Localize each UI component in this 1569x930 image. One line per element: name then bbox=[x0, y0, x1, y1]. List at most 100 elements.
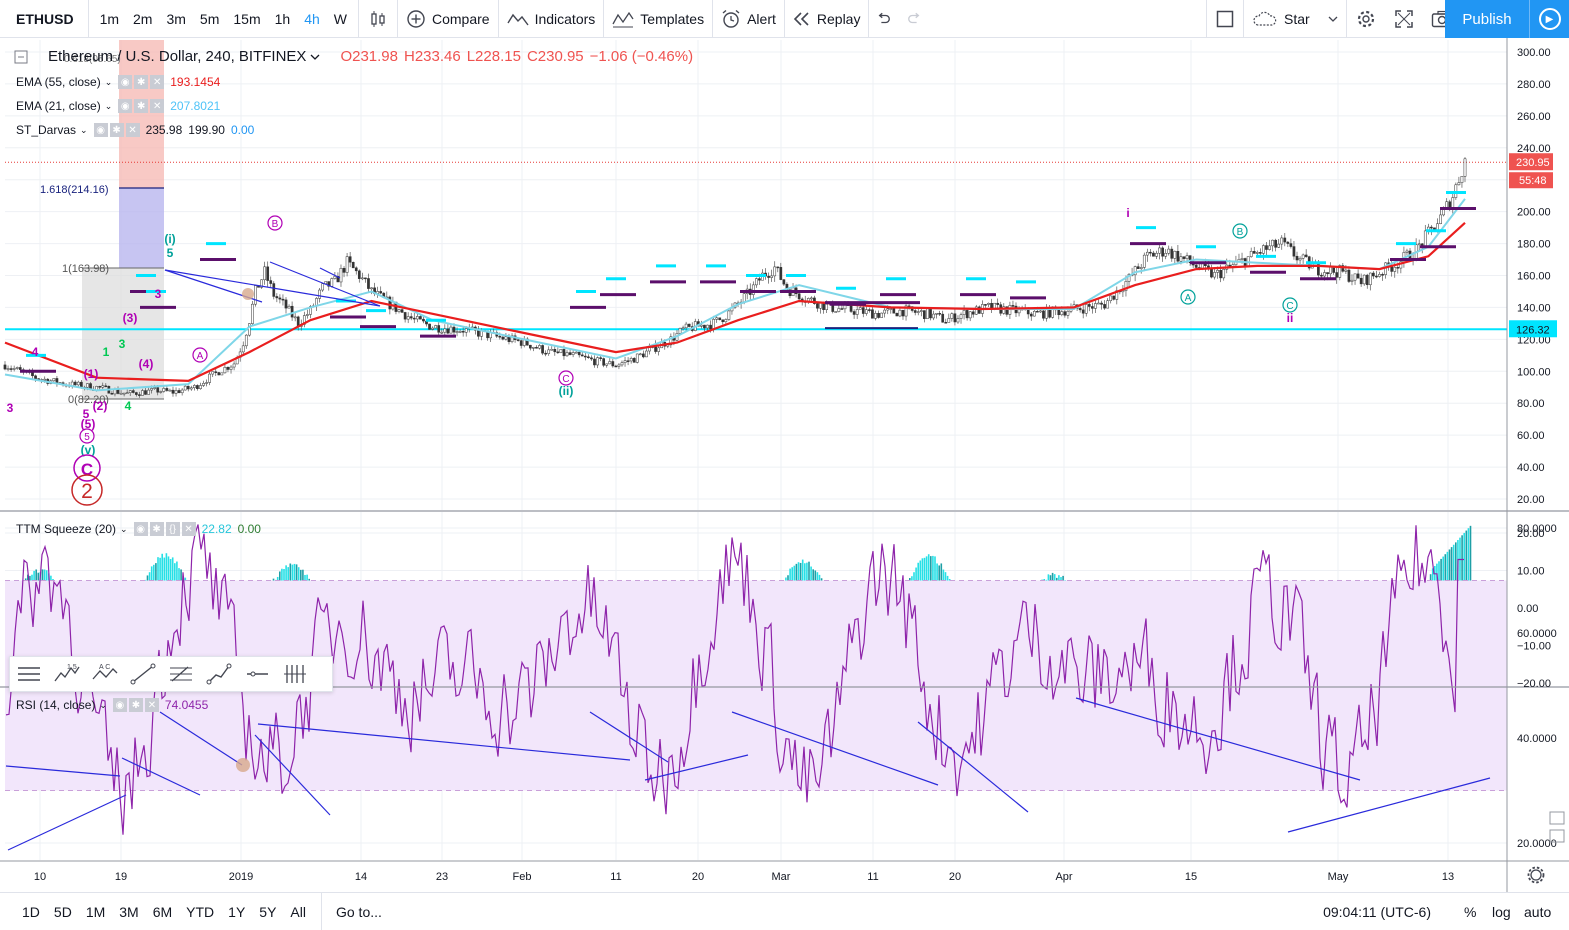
publish-dropdown[interactable]: ▶ bbox=[1529, 0, 1569, 38]
eye-icon[interactable]: ◉ bbox=[133, 522, 148, 536]
interval-3m[interactable]: 3m bbox=[166, 10, 186, 27]
star-button[interactable]: Star bbox=[1244, 0, 1346, 38]
ema55-label: EMA (55, close) bbox=[16, 75, 101, 89]
countdown-badge bbox=[1509, 172, 1553, 189]
range-1d[interactable]: 1D bbox=[22, 903, 40, 920]
candle bbox=[1393, 267, 1397, 272]
undo-button[interactable] bbox=[869, 0, 899, 38]
ttm-bar bbox=[1450, 547, 1453, 608]
close-icon[interactable]: ✕ bbox=[181, 522, 196, 536]
candle bbox=[538, 345, 541, 349]
ttm-legend[interactable]: TTM Squeeze (20) ⌄ ◉ ✱{} ✕ 22.82 0.00 bbox=[16, 522, 261, 536]
range-ytd[interactable]: YTD bbox=[186, 903, 215, 920]
range-1y[interactable]: 1Y bbox=[228, 903, 246, 920]
candle bbox=[1036, 310, 1039, 313]
indicators-button[interactable]: Indicators bbox=[499, 0, 604, 38]
gear-icon[interactable]: ✱ bbox=[109, 123, 124, 137]
gear-icon[interactable]: ✱ bbox=[134, 99, 149, 113]
fullscreen-button[interactable] bbox=[1385, 0, 1423, 38]
replay-label: Replay bbox=[816, 10, 861, 27]
close-icon[interactable]: ✕ bbox=[150, 99, 165, 113]
redo-button[interactable] bbox=[899, 0, 929, 38]
elliott-correction-tool[interactable]: A C bbox=[86, 657, 124, 691]
close-icon[interactable]: ✕ bbox=[125, 123, 140, 137]
range-1m[interactable]: 1M bbox=[85, 903, 106, 920]
gear-icon[interactable]: ✱ bbox=[134, 75, 149, 89]
candle bbox=[52, 378, 56, 382]
range-5d[interactable]: 5D bbox=[53, 903, 72, 920]
settings-button[interactable] bbox=[1347, 0, 1385, 38]
collapse-legend-icon[interactable] bbox=[14, 50, 28, 64]
drawing-toolbar[interactable]: 1 5 A C bbox=[9, 656, 333, 692]
eye-icon[interactable]: ◉ bbox=[112, 698, 127, 712]
alert-button[interactable]: Alert bbox=[713, 0, 784, 38]
range-3m[interactable]: 3M bbox=[119, 903, 139, 920]
eye-icon[interactable]: ◉ bbox=[118, 99, 133, 113]
log-scale-button[interactable]: log bbox=[1492, 893, 1511, 930]
darvas-legend[interactable]: ST_Darvas ⌄ ◉ ✱ ✕ 235.98 199.90 0.00 bbox=[16, 123, 255, 137]
candle bbox=[1259, 252, 1262, 254]
ema21-legend[interactable]: EMA (21, close) ⌄ ◉ ✱ ✕ 207.8021 bbox=[16, 99, 221, 113]
candle bbox=[868, 309, 871, 311]
interval-4h[interactable]: 4h bbox=[304, 10, 320, 27]
candle bbox=[669, 336, 673, 346]
candle bbox=[776, 266, 780, 269]
candle bbox=[727, 310, 731, 320]
symbol-title[interactable]: Ethereum / U.S. Dollar, 240, BITFINEX bbox=[48, 48, 307, 65]
candle bbox=[278, 297, 282, 300]
layout-button[interactable] bbox=[1207, 0, 1243, 38]
rsi-trend-line bbox=[589, 711, 669, 763]
publish-button[interactable]: Publish ▶ bbox=[1445, 0, 1569, 38]
candle bbox=[1103, 304, 1106, 309]
close-icon[interactable]: ✕ bbox=[144, 698, 159, 712]
gear-icon[interactable]: ✱ bbox=[149, 522, 164, 536]
candle bbox=[1365, 274, 1369, 286]
path-tool[interactable] bbox=[200, 657, 238, 691]
candle bbox=[428, 323, 431, 330]
chart-canvas[interactable]: 1.618(214.16) 1(163.98) 0(82.20) 0.618(05.6… bbox=[0, 38, 1569, 892]
gear-icon[interactable]: ✱ bbox=[128, 698, 143, 712]
auto-scale-button[interactable]: auto bbox=[1524, 893, 1551, 930]
rsi-legend[interactable]: RSI (14, close) ⌄ ◉ ✱ ✕ 74.0455 bbox=[16, 698, 209, 712]
close-icon[interactable]: ✕ bbox=[150, 75, 165, 89]
horizontal-ray-tool[interactable] bbox=[238, 657, 276, 691]
symbol-search-button[interactable]: ETHUSD bbox=[16, 10, 74, 27]
ttm-tick-label: 0.00 bbox=[1517, 603, 1538, 615]
candle bbox=[617, 364, 621, 367]
eye-icon[interactable]: ◉ bbox=[93, 123, 108, 137]
percent-scale-button[interactable]: % bbox=[1464, 893, 1476, 930]
time-tick-label: 13 bbox=[1442, 871, 1454, 883]
interval-1m[interactable]: 1m bbox=[99, 10, 120, 27]
compare-button[interactable]: Compare bbox=[398, 0, 498, 38]
candle bbox=[477, 329, 480, 337]
interval-15m[interactable]: 15m bbox=[233, 10, 261, 27]
replay-button[interactable]: Replay bbox=[785, 0, 869, 38]
interval-1h[interactable]: 1h bbox=[274, 10, 291, 27]
interval-W[interactable]: W bbox=[333, 10, 347, 27]
support-badge bbox=[1509, 320, 1557, 338]
candle bbox=[965, 310, 969, 319]
range-all[interactable]: All bbox=[290, 903, 306, 920]
candle bbox=[446, 328, 450, 334]
fib-tool[interactable] bbox=[162, 657, 200, 691]
drawbar-drag-handle[interactable] bbox=[10, 657, 48, 691]
timezone-button[interactable]: 09:04:11 (UTC-6) bbox=[1323, 893, 1431, 930]
candle bbox=[1298, 258, 1302, 261]
trend-line-tool[interactable] bbox=[124, 657, 162, 691]
templates-icon bbox=[612, 11, 634, 27]
candle bbox=[177, 390, 181, 394]
eye-icon[interactable]: ◉ bbox=[118, 75, 133, 89]
horizontal-ray-icon bbox=[247, 671, 268, 677]
fib-timezone-tool[interactable] bbox=[276, 657, 314, 691]
brackets-icon[interactable]: {} bbox=[165, 522, 180, 536]
elliott-impulse-tool[interactable]: 1 5 bbox=[48, 657, 86, 691]
goto-button[interactable]: Go to... bbox=[335, 903, 382, 920]
interval-2m[interactable]: 2m bbox=[133, 10, 153, 27]
chart-style-button[interactable] bbox=[359, 0, 397, 38]
templates-button[interactable]: Templates bbox=[604, 0, 712, 38]
range-6m[interactable]: 6M bbox=[152, 903, 173, 920]
ema55-legend[interactable]: EMA (55, close) ⌄ ◉ ✱ ✕ 193.1454 bbox=[16, 75, 221, 89]
range-5y[interactable]: 5Y bbox=[259, 903, 277, 920]
interval-5m[interactable]: 5m bbox=[199, 10, 220, 27]
time-tick-label: Apr bbox=[1055, 871, 1072, 883]
